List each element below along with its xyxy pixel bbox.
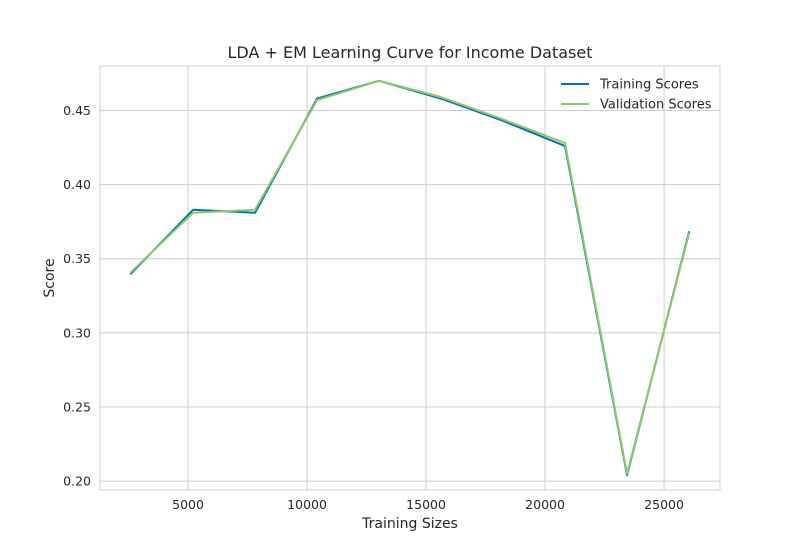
x-tick-label: 20000 <box>525 497 565 512</box>
y-tick-label: 0.35 <box>63 251 91 266</box>
y-tick-label: 0.45 <box>63 103 91 118</box>
y-tick-label: 0.20 <box>63 474 91 489</box>
x-tick-label: 5000 <box>172 497 204 512</box>
y-tick-label: 0.25 <box>63 399 91 414</box>
x-tick-labels: 5000 10000 15000 20000 25000 <box>172 497 684 512</box>
y-tick-labels: 0.20 0.25 0.30 0.35 0.40 0.45 <box>63 103 91 489</box>
plot-area <box>99 65 721 491</box>
x-tick-label: 10000 <box>287 497 327 512</box>
legend-label: Validation Scores <box>600 98 712 113</box>
y-tick-label: 0.30 <box>63 325 91 340</box>
legend-label: Training Scores <box>599 78 699 93</box>
x-axis-label: Training Sizes <box>361 516 458 532</box>
chart-title: LDA + EM Learning Curve for Income Datas… <box>227 43 592 62</box>
y-axis-label: Score <box>42 258 58 297</box>
series-lines <box>130 79 691 477</box>
series-line-validation-scores <box>130 79 691 475</box>
x-tick-label: 25000 <box>644 497 684 512</box>
grid-lines <box>100 66 720 490</box>
y-tick-label: 0.40 <box>63 177 91 192</box>
x-tick-label: 15000 <box>406 497 446 512</box>
legend: Training Scores Validation Scores <box>561 78 712 113</box>
